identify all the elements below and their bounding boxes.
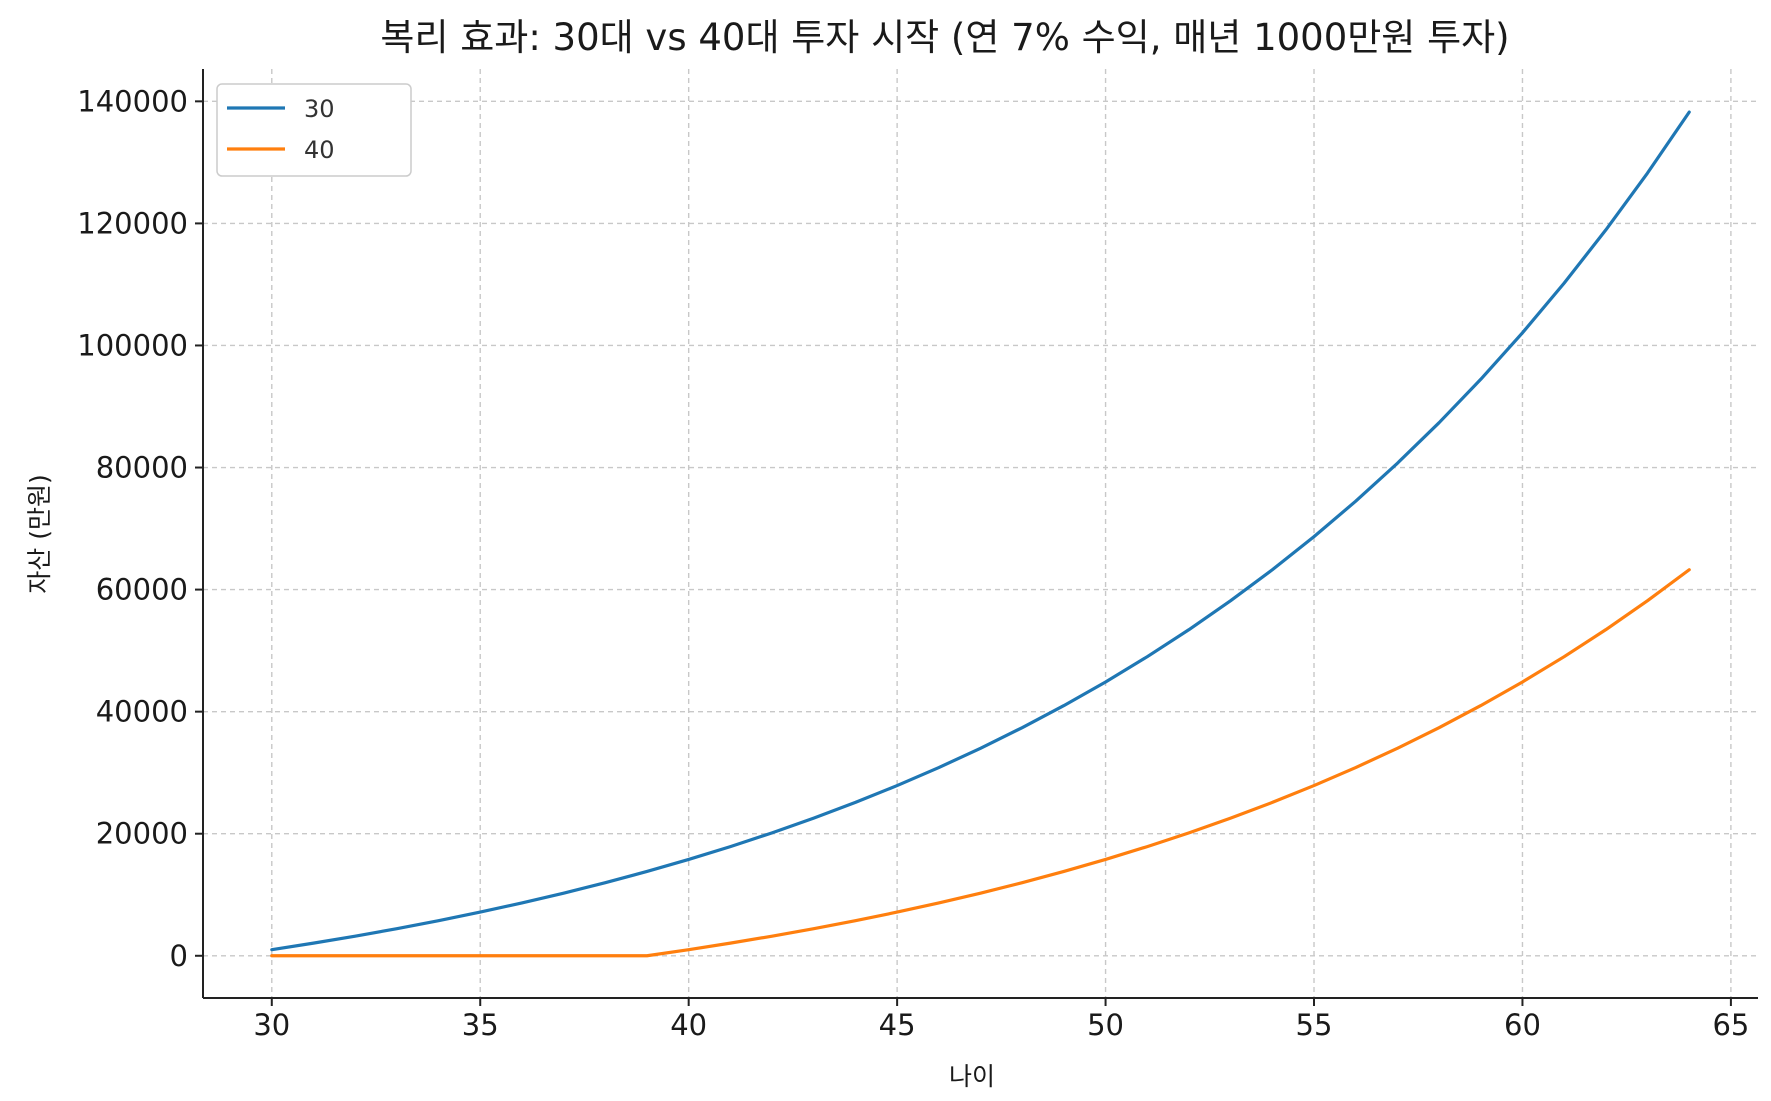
y-axis-label: 자산 (만원) bbox=[25, 474, 54, 593]
y-tick-label: 120000 bbox=[77, 206, 188, 240]
y-ticks: 0 20000 40000 60000 80000 100000 120000 140000 bbox=[77, 84, 203, 973]
x-tick-label: 30 bbox=[253, 1008, 290, 1042]
series-line-30 bbox=[270, 110, 1691, 952]
legend-label-40: 40 bbox=[304, 136, 335, 164]
x-axis-label: 나이 bbox=[949, 1062, 995, 1091]
x-tick-label: 55 bbox=[1296, 1008, 1333, 1042]
legend-label-30: 30 bbox=[304, 95, 335, 123]
series-layer bbox=[270, 110, 1691, 958]
y-tick-label: 40000 bbox=[96, 695, 188, 729]
x-tick-label: 35 bbox=[462, 1008, 499, 1042]
x-tick-label: 65 bbox=[1712, 1008, 1749, 1042]
y-tick-label: 60000 bbox=[96, 573, 188, 607]
y-tick-label: 100000 bbox=[77, 328, 188, 362]
y-tick-label: 20000 bbox=[96, 817, 188, 851]
y-tick-label: 80000 bbox=[96, 451, 188, 485]
x-tick-label: 45 bbox=[879, 1008, 916, 1042]
x-tick-label: 60 bbox=[1504, 1008, 1541, 1042]
chart-title: 복리 효과: 30대 vs 40대 투자 시작 (연 7% 수익, 매년 100… bbox=[380, 16, 1509, 59]
x-ticks: 30 35 40 45 50 55 60 65 bbox=[253, 998, 1749, 1042]
series-line-40 bbox=[270, 568, 1691, 958]
y-tick-label: 140000 bbox=[77, 84, 188, 118]
x-tick-label: 50 bbox=[1087, 1008, 1124, 1042]
grid bbox=[203, 69, 1758, 998]
y-tick-label: 0 bbox=[170, 939, 188, 973]
x-tick-label: 40 bbox=[670, 1008, 707, 1042]
